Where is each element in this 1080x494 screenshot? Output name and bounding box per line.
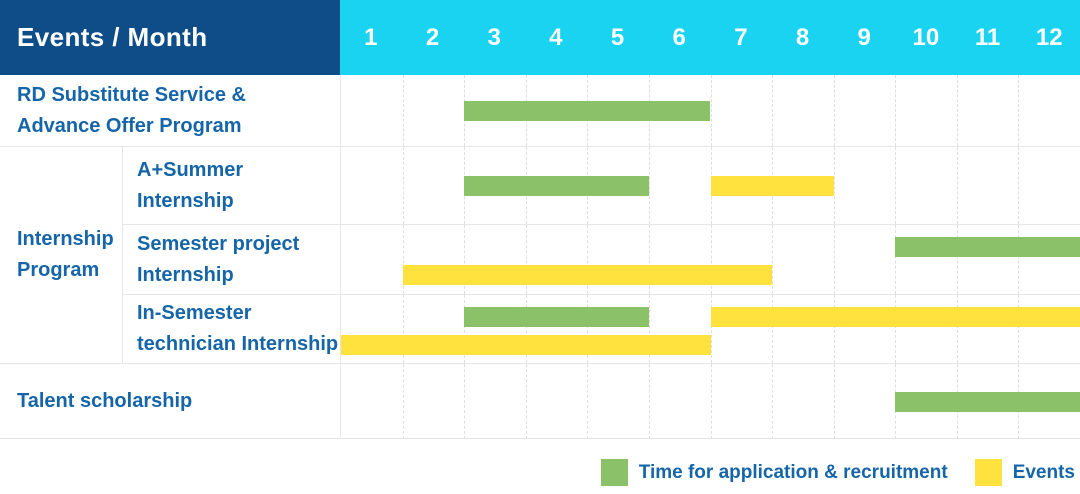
gantt-row: In-Semester technician Internship (0, 294, 1080, 363)
legend-label-events: Events (1012, 461, 1075, 483)
month-gridline (464, 295, 466, 363)
month-gridline (710, 364, 712, 439)
gantt-bar-event (710, 175, 834, 196)
legend-label-application: Time for application & recruitment (638, 461, 948, 483)
legend-item-application: Time for application & recruitment (600, 459, 948, 486)
month-header-6: 6 (672, 23, 686, 51)
gantt-bar-event (402, 265, 773, 285)
month-header-8: 8 (795, 23, 810, 51)
month-gridline (648, 147, 650, 224)
events-month-header-cell: Events / Month (0, 0, 340, 75)
gantt-bar-application (464, 175, 649, 196)
month-gridline (402, 147, 404, 224)
month-gridline (525, 295, 527, 363)
gantt-bar-event (710, 307, 1080, 327)
row-label: Talent scholarship (17, 390, 193, 412)
row-timeline (340, 225, 1080, 294)
month-gridline (648, 295, 650, 363)
month-gridline (895, 225, 897, 294)
month-gridline (402, 225, 404, 294)
gantt-row: Semester project Internship (0, 224, 1080, 294)
month-header-9: 9 (857, 23, 871, 51)
row-label: In-Semester technician Internship (137, 302, 339, 355)
month-gridline (648, 225, 650, 294)
month-gridline (464, 225, 466, 294)
month-gridline (956, 225, 958, 294)
month-gridline (772, 75, 774, 146)
month-header-1: 1 (364, 23, 378, 51)
month-gridline (402, 364, 404, 439)
month-gridline (772, 364, 774, 439)
month-gridline (1018, 225, 1020, 294)
month-gridline (710, 225, 712, 294)
gantt-bar-application (464, 100, 711, 121)
row-timeline (340, 75, 1080, 146)
month-gridline (1018, 147, 1020, 224)
gantt-bar-application (895, 237, 1080, 257)
month-header-12: 12 (1035, 23, 1063, 51)
application-swatch-icon (600, 459, 628, 486)
row-timeline (340, 147, 1080, 224)
gantt-bar-application (895, 391, 1080, 412)
event-swatch-icon (974, 459, 1002, 486)
legend-item-events: Events (974, 459, 1075, 486)
month-gridline (833, 364, 835, 439)
month-gridline (833, 147, 835, 224)
month-header-7: 7 (734, 23, 748, 51)
gantt-row: RD Substitute Service & Advance Offer Pr… (0, 75, 1080, 146)
row-group-label: Internship Program (0, 146, 123, 363)
row-label: RD Substitute Service & Advance Offer Pr… (17, 83, 246, 137)
month-gridline (895, 75, 897, 146)
month-gridline (956, 295, 958, 363)
month-gridline (402, 295, 404, 363)
month-header-strip: 1 2 3 4 5 6 7 8 9 10 11 12 (340, 0, 1080, 75)
gantt-row: Talent scholarship (0, 363, 1080, 439)
month-gridline (833, 75, 835, 146)
month-header-4: 4 (549, 23, 563, 51)
month-header-11: 11 (974, 23, 1001, 51)
events-month-header-label: Events / Month (17, 22, 208, 52)
month-gridline (525, 364, 527, 439)
month-gridline (587, 295, 589, 363)
schedule-table: Events / Month 1 2 3 4 5 6 7 8 9 10 11 12 RD Substi… (0, 0, 1080, 439)
row-label: A+Summer Internship (137, 158, 244, 212)
month-gridline (464, 364, 466, 439)
month-gridline (833, 225, 835, 294)
month-gridline (1018, 75, 1020, 146)
month-header-3: 3 (487, 23, 501, 51)
month-gridline (402, 75, 404, 146)
month-gridline (587, 225, 589, 294)
month-gridline (956, 75, 958, 146)
legend: Time for application & recruitment Event… (600, 459, 1075, 486)
month-header-10: 10 (912, 23, 940, 51)
month-gridline (1018, 295, 1020, 363)
row-timeline (340, 295, 1080, 363)
month-gridline (710, 75, 712, 146)
gantt-bar-application (464, 307, 649, 327)
month-gridline (833, 295, 835, 363)
table-header-row: Events / Month 1 2 3 4 5 6 7 8 9 10 11 12 (0, 0, 1080, 75)
month-gridline (895, 295, 897, 363)
row-timeline (340, 364, 1080, 439)
month-gridline (772, 295, 774, 363)
row-label: Semester project Internship (137, 232, 300, 286)
month-gridline (648, 364, 650, 439)
month-gridline (772, 225, 774, 294)
month-gridline (525, 225, 527, 294)
month-gridline (956, 147, 958, 224)
table-body: RD Substitute Service & Advance Offer Pr… (0, 75, 1080, 439)
month-gridline (587, 364, 589, 439)
month-gridline (710, 295, 712, 363)
month-header-5: 5 (610, 23, 625, 51)
month-gridline (895, 147, 897, 224)
month-header-2: 2 (425, 23, 440, 51)
gantt-row: A+Summer Internship (0, 146, 1080, 224)
gantt-bar-event (341, 335, 711, 355)
